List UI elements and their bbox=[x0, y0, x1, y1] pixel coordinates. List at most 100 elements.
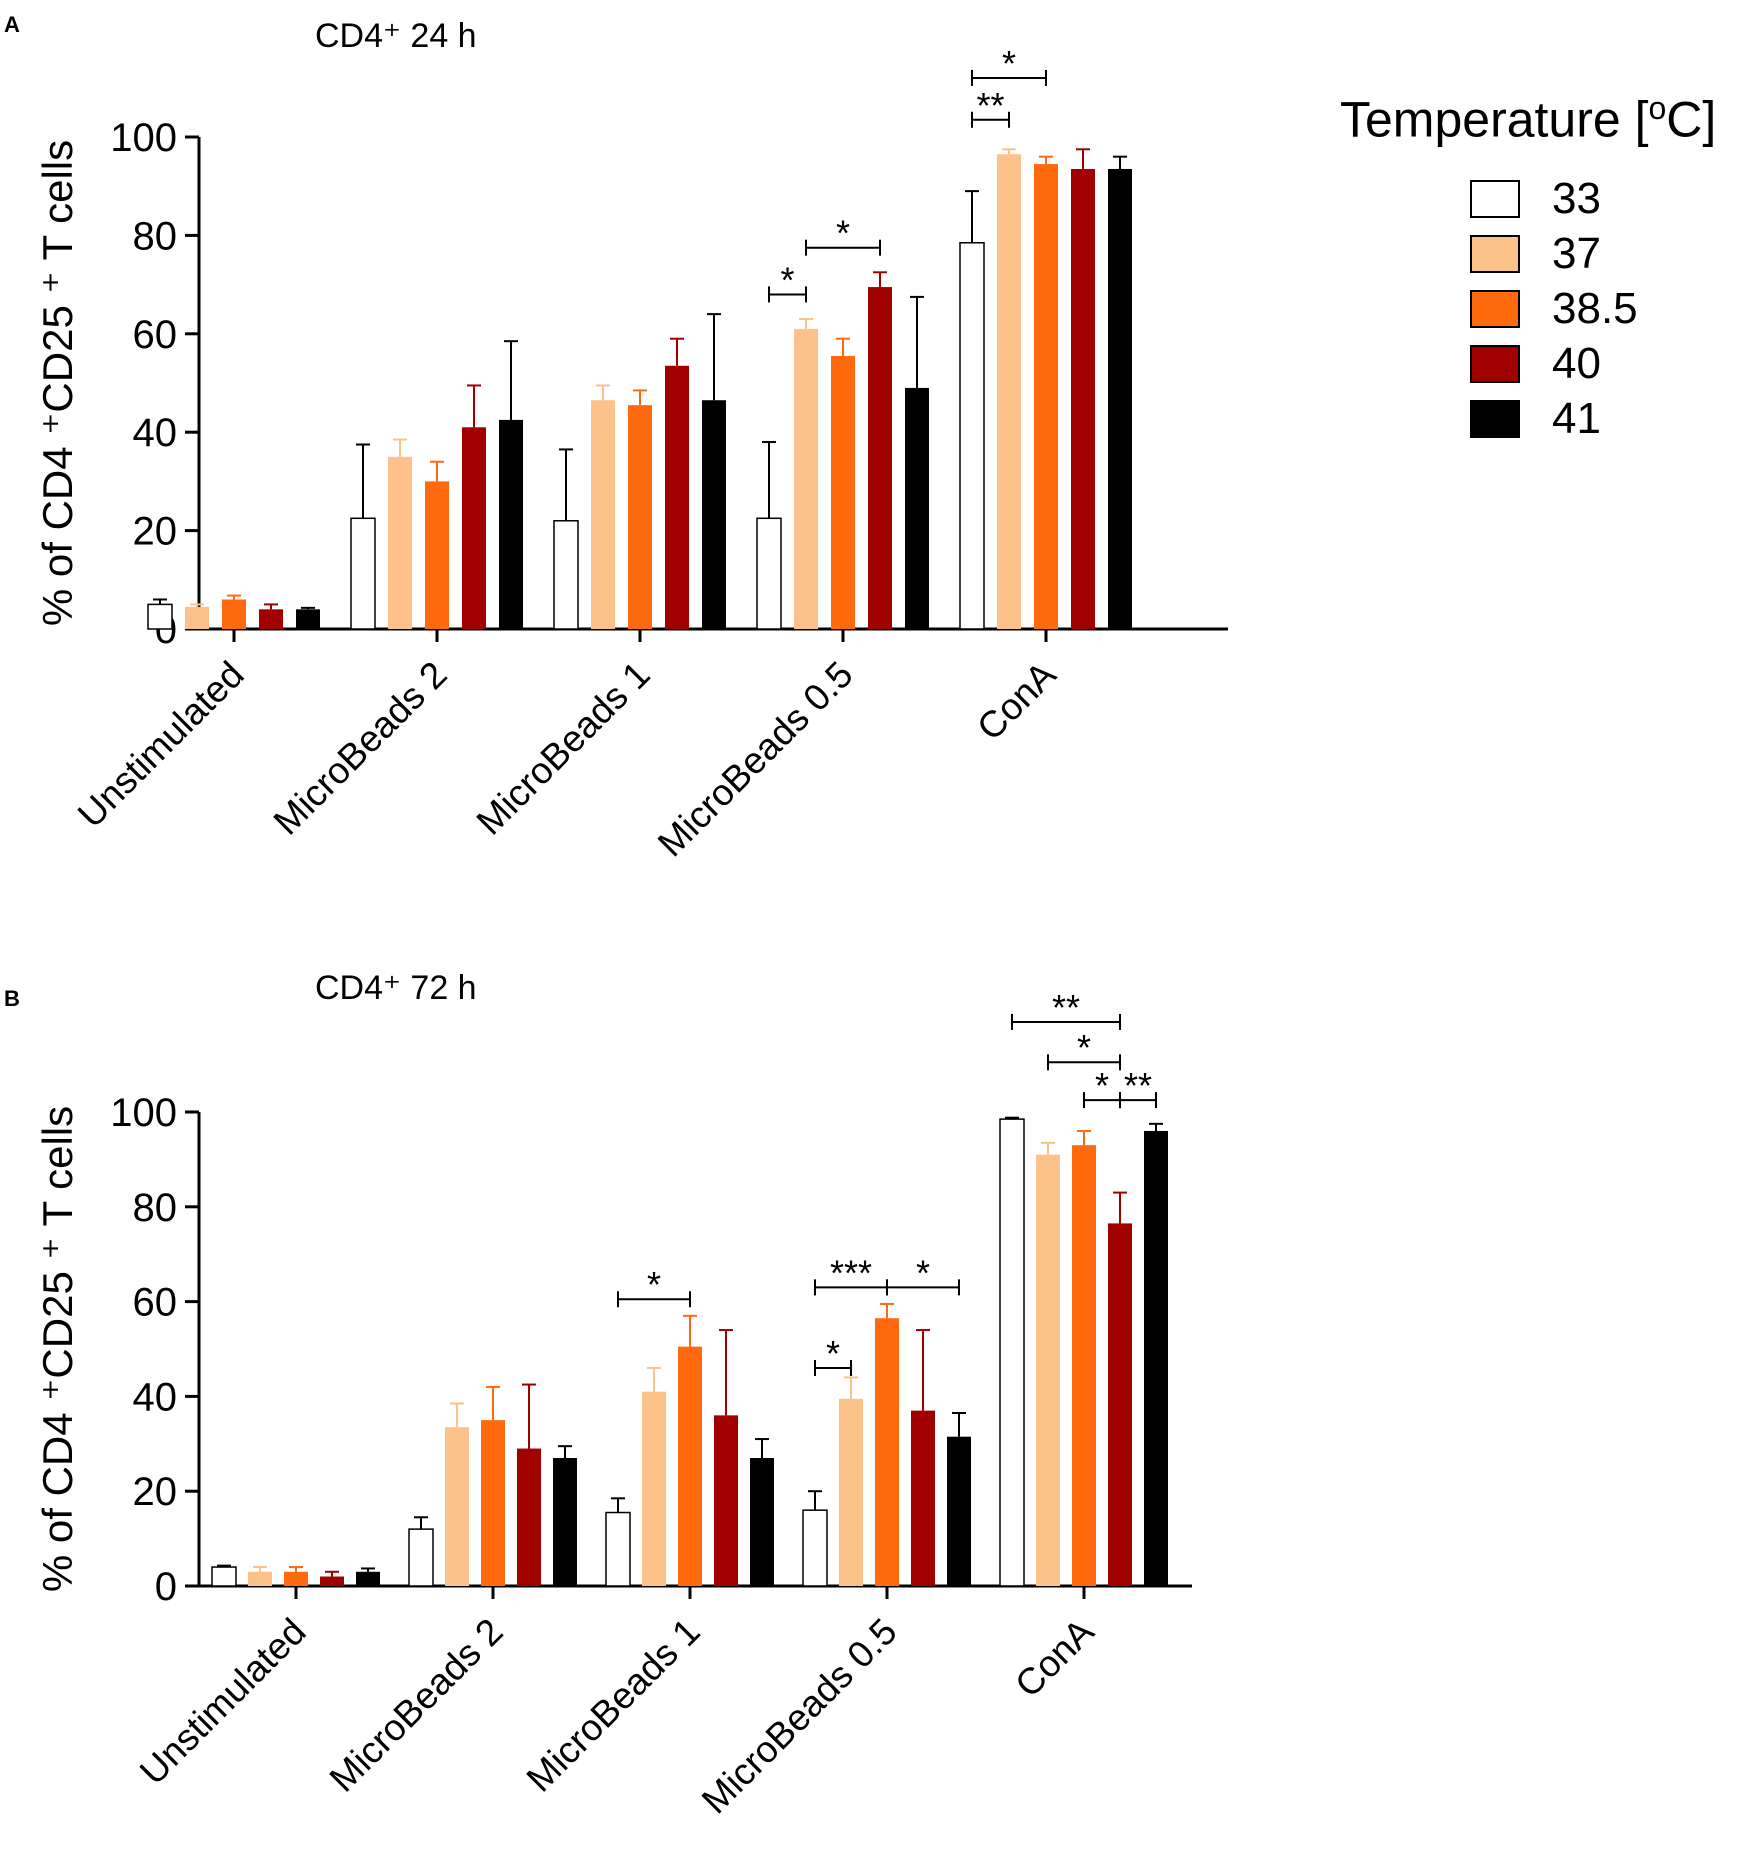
panel-b-bar bbox=[1144, 1130, 1168, 1586]
panel-a-significance-label: * bbox=[836, 213, 850, 254]
panel-b-bar bbox=[284, 1571, 308, 1586]
panel-b-bar bbox=[714, 1415, 738, 1586]
panel-a-letter: A bbox=[4, 12, 20, 37]
panel-a-y-axis-label: % of CD4 ⁺CD25 ⁺ T cells bbox=[34, 140, 81, 626]
panel-b-title: CD4⁺ 72 h bbox=[315, 969, 477, 1007]
panel-b-bar bbox=[911, 1410, 935, 1586]
panel-a-bar bbox=[350, 517, 376, 630]
panel-a-bar bbox=[296, 609, 320, 629]
panel-b-bar bbox=[248, 1571, 272, 1586]
panel-b-bar bbox=[211, 1566, 237, 1587]
panel-b-bar bbox=[1072, 1145, 1096, 1586]
panel-a-bar bbox=[185, 606, 209, 629]
panel-b-y-tick-label: 80 bbox=[133, 1186, 178, 1230]
panel-a-bar bbox=[553, 520, 579, 630]
panel-b-bar bbox=[553, 1458, 577, 1586]
panel-a-bar bbox=[702, 400, 726, 629]
panel-b-bar bbox=[802, 1509, 828, 1587]
panel-b-y-tick-label: 100 bbox=[110, 1091, 177, 1135]
panel-b-significance-label: ** bbox=[1124, 1065, 1152, 1106]
panel-b-y-tick-label: 40 bbox=[133, 1375, 178, 1419]
panel-a-bar bbox=[997, 154, 1021, 629]
legend-label-38.5: 38.5 bbox=[1552, 284, 1638, 333]
panel-b-x-tick-label: MicroBeads 1 bbox=[519, 1611, 708, 1800]
panel-b-bar bbox=[750, 1458, 774, 1586]
panel-a-x-tick-label: MicroBeads 0.5 bbox=[650, 654, 861, 865]
panel-a-y-tick-label: 40 bbox=[133, 411, 178, 455]
panel-b-x-tick-label: MicroBeads 2 bbox=[322, 1611, 511, 1800]
panel-b-y-tick-label: 60 bbox=[133, 1281, 178, 1325]
panel-a-significance-label: ** bbox=[976, 85, 1004, 126]
panel-b-significance-label: * bbox=[647, 1264, 661, 1305]
panel-a-bar bbox=[591, 400, 615, 629]
panel-b-bar bbox=[1108, 1223, 1132, 1586]
panel-a-bar bbox=[462, 427, 486, 629]
panel-a-bar bbox=[905, 387, 929, 629]
panel-b-bar bbox=[875, 1318, 899, 1586]
panel-a-x-tick-label: ConA bbox=[969, 653, 1064, 748]
panel-a-x-tick-label: Unstimulated bbox=[70, 654, 252, 836]
panel-a-y-tick-label: 20 bbox=[133, 510, 178, 554]
panel-b-y-tick-label: 20 bbox=[133, 1470, 178, 1514]
panel-b-bar bbox=[445, 1427, 469, 1586]
panel-b-significance-label: * bbox=[1095, 1065, 1109, 1106]
legend-title: Temperature [oC] bbox=[1340, 90, 1717, 148]
legend-swatch-37 bbox=[1470, 235, 1520, 273]
panel-b-significance-label: * bbox=[1077, 1027, 1091, 1068]
panel-a-y-tick-label: 60 bbox=[133, 313, 178, 357]
panel-a-bar bbox=[959, 242, 985, 630]
panel-a-y-tick-label: 100 bbox=[110, 116, 177, 160]
panel-a-x-tick-label: MicroBeads 1 bbox=[469, 654, 658, 843]
panel-a-bar bbox=[499, 419, 523, 629]
panel-b-bar bbox=[678, 1346, 702, 1586]
panel-b-x-tick-label: MicroBeads 0.5 bbox=[694, 1611, 905, 1822]
panel-b-bar bbox=[408, 1528, 434, 1587]
panel-a-bar bbox=[1071, 168, 1095, 630]
panel-b-bar bbox=[605, 1511, 631, 1587]
panel-a-title: CD4⁺ 24 h bbox=[315, 17, 477, 55]
legend: Temperature [oC] 33 37 38.5 40 41 bbox=[1340, 90, 1717, 443]
panel-b-bar bbox=[642, 1391, 666, 1586]
legend-item-38.5: 38.5 bbox=[1470, 284, 1638, 333]
panel-a-x-tick-label: MicroBeads 2 bbox=[266, 654, 455, 843]
legend-item-33: 33 bbox=[1470, 174, 1601, 223]
legend-label-37: 37 bbox=[1552, 229, 1601, 278]
panel-b-bar bbox=[481, 1420, 505, 1586]
panel-a-bar bbox=[756, 517, 782, 630]
panel-a-bar bbox=[388, 456, 412, 629]
panel-b-significance-label: * bbox=[826, 1333, 840, 1374]
legend-label-33: 33 bbox=[1552, 174, 1601, 223]
panel-b-bar bbox=[320, 1576, 344, 1586]
panel-a-bar bbox=[794, 328, 818, 629]
legend-label-41: 41 bbox=[1552, 394, 1601, 443]
legend-item-40: 40 bbox=[1470, 339, 1601, 388]
panel-b-bar bbox=[947, 1436, 971, 1586]
panel-a-bar bbox=[868, 287, 892, 629]
panel-a-bar bbox=[147, 603, 173, 630]
panel-b-x-tick-label: ConA bbox=[1007, 1610, 1102, 1705]
panel-b-significance-label: ** bbox=[1052, 987, 1080, 1028]
panel-b-bar bbox=[839, 1398, 863, 1586]
panel-b-bar bbox=[1036, 1154, 1060, 1586]
panel-b-significance-label: *** bbox=[830, 1252, 872, 1293]
panel-a-significance-label: * bbox=[1002, 43, 1016, 84]
panel-b-y-axis-label: % of CD4 ⁺CD25 ⁺ T cells bbox=[34, 1106, 81, 1592]
legend-swatch-41 bbox=[1470, 400, 1520, 438]
panel-b-significance-label: * bbox=[916, 1252, 930, 1293]
legend-swatch-38.5 bbox=[1470, 290, 1520, 328]
panel-b-bar bbox=[356, 1571, 380, 1586]
panel-a-bar bbox=[1034, 164, 1058, 629]
legend-label-40: 40 bbox=[1552, 339, 1601, 388]
panel-b-bar bbox=[517, 1448, 541, 1586]
panel-b-x-tick-label: Unstimulated bbox=[132, 1611, 314, 1793]
legend-item-41: 41 bbox=[1470, 394, 1601, 443]
panel-a-bar bbox=[628, 405, 652, 629]
legend-swatch-33 bbox=[1470, 180, 1520, 218]
legend-swatch-40 bbox=[1470, 345, 1520, 383]
panel-a-bar bbox=[222, 599, 246, 629]
panel-a-significance-label: * bbox=[780, 259, 794, 300]
panel-a-bar bbox=[425, 481, 449, 629]
legend-item-37: 37 bbox=[1470, 229, 1601, 278]
panel-a-bar bbox=[259, 609, 283, 629]
